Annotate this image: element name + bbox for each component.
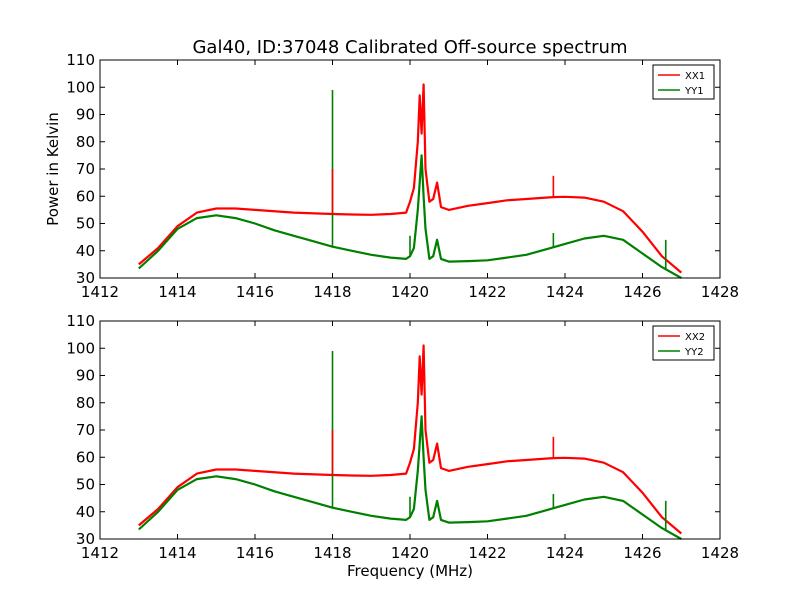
y-tick-label: 40 [76, 503, 95, 521]
y-tick-label: 70 [76, 421, 95, 439]
x-tick-label: 1428 [701, 544, 739, 562]
x-tick-label: 1414 [158, 283, 196, 301]
y-tick-label: 60 [76, 187, 95, 205]
x-tick-label: 1422 [468, 283, 506, 301]
x-tick-label: 1418 [313, 544, 351, 562]
series-line-xx2 [138, 344, 683, 535]
x-tick-label: 1426 [623, 544, 661, 562]
y-tick-label: 80 [76, 394, 95, 412]
legend-label-xx2: XX2 [685, 332, 705, 343]
y-tick-label: 50 [76, 215, 95, 233]
x-tick-label: 1418 [313, 283, 351, 301]
y-tick-label: 90 [76, 106, 95, 124]
x-axis-label: Frequency (MHz) [347, 562, 473, 580]
y-tick-label: 110 [66, 312, 95, 330]
chart-panel-top: 1412 1414 1416 1418 1420 1422 1424 1426 1428 30 40… [44, 51, 739, 301]
legend-label-yy1: YY1 [684, 86, 704, 97]
y-tick-label: 30 [76, 530, 95, 548]
x-tick-label: 1426 [623, 283, 661, 301]
chart-panel-bottom: 1412 1414 1416 1418 1420 1422 1424 1426 1428 30 40… [66, 312, 739, 580]
y-tick-label: 90 [76, 367, 95, 385]
y-tick-label: 70 [76, 160, 95, 178]
y-tick-label: 50 [76, 476, 95, 494]
series-line-xx1 [138, 83, 683, 274]
x-tick-label: 1412 [81, 544, 119, 562]
figure-title: Gal40, ID:37048 Calibrated Off-source sp… [192, 37, 627, 58]
y-tick-label: 100 [66, 339, 95, 357]
x-tick-label: 1416 [236, 544, 274, 562]
x-tick-label: 1412 [81, 283, 119, 301]
legend-box [652, 325, 715, 361]
x-tick-label: 1422 [468, 544, 506, 562]
legend-label-yy2: YY2 [684, 347, 704, 358]
legend-label-xx1: XX1 [685, 71, 705, 82]
x-tick-label: 1416 [236, 283, 274, 301]
y-tick-label: 110 [66, 51, 95, 69]
x-tick-label: 1424 [546, 544, 584, 562]
y-tick-label: 80 [76, 133, 95, 151]
x-tick-label: 1414 [158, 544, 196, 562]
y-axis-label: Power in Kelvin [44, 112, 62, 226]
y-tick-label: 100 [66, 78, 95, 96]
legend-box [652, 64, 715, 100]
x-tick-label: 1424 [546, 283, 584, 301]
x-tick-label: 1428 [701, 283, 739, 301]
x-tick-label: 1420 [391, 544, 429, 562]
x-tick-label: 1420 [391, 283, 429, 301]
y-tick-label: 30 [76, 269, 95, 287]
series-line-yy1 [138, 154, 682, 279]
y-tick-label: 60 [76, 448, 95, 466]
y-tick-label: 40 [76, 242, 95, 260]
series-line-yy2 [138, 415, 682, 540]
